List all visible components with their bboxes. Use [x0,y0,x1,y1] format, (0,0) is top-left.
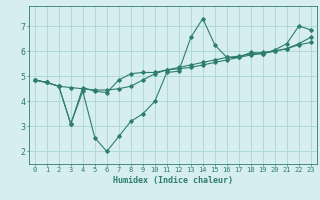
X-axis label: Humidex (Indice chaleur): Humidex (Indice chaleur) [113,176,233,185]
